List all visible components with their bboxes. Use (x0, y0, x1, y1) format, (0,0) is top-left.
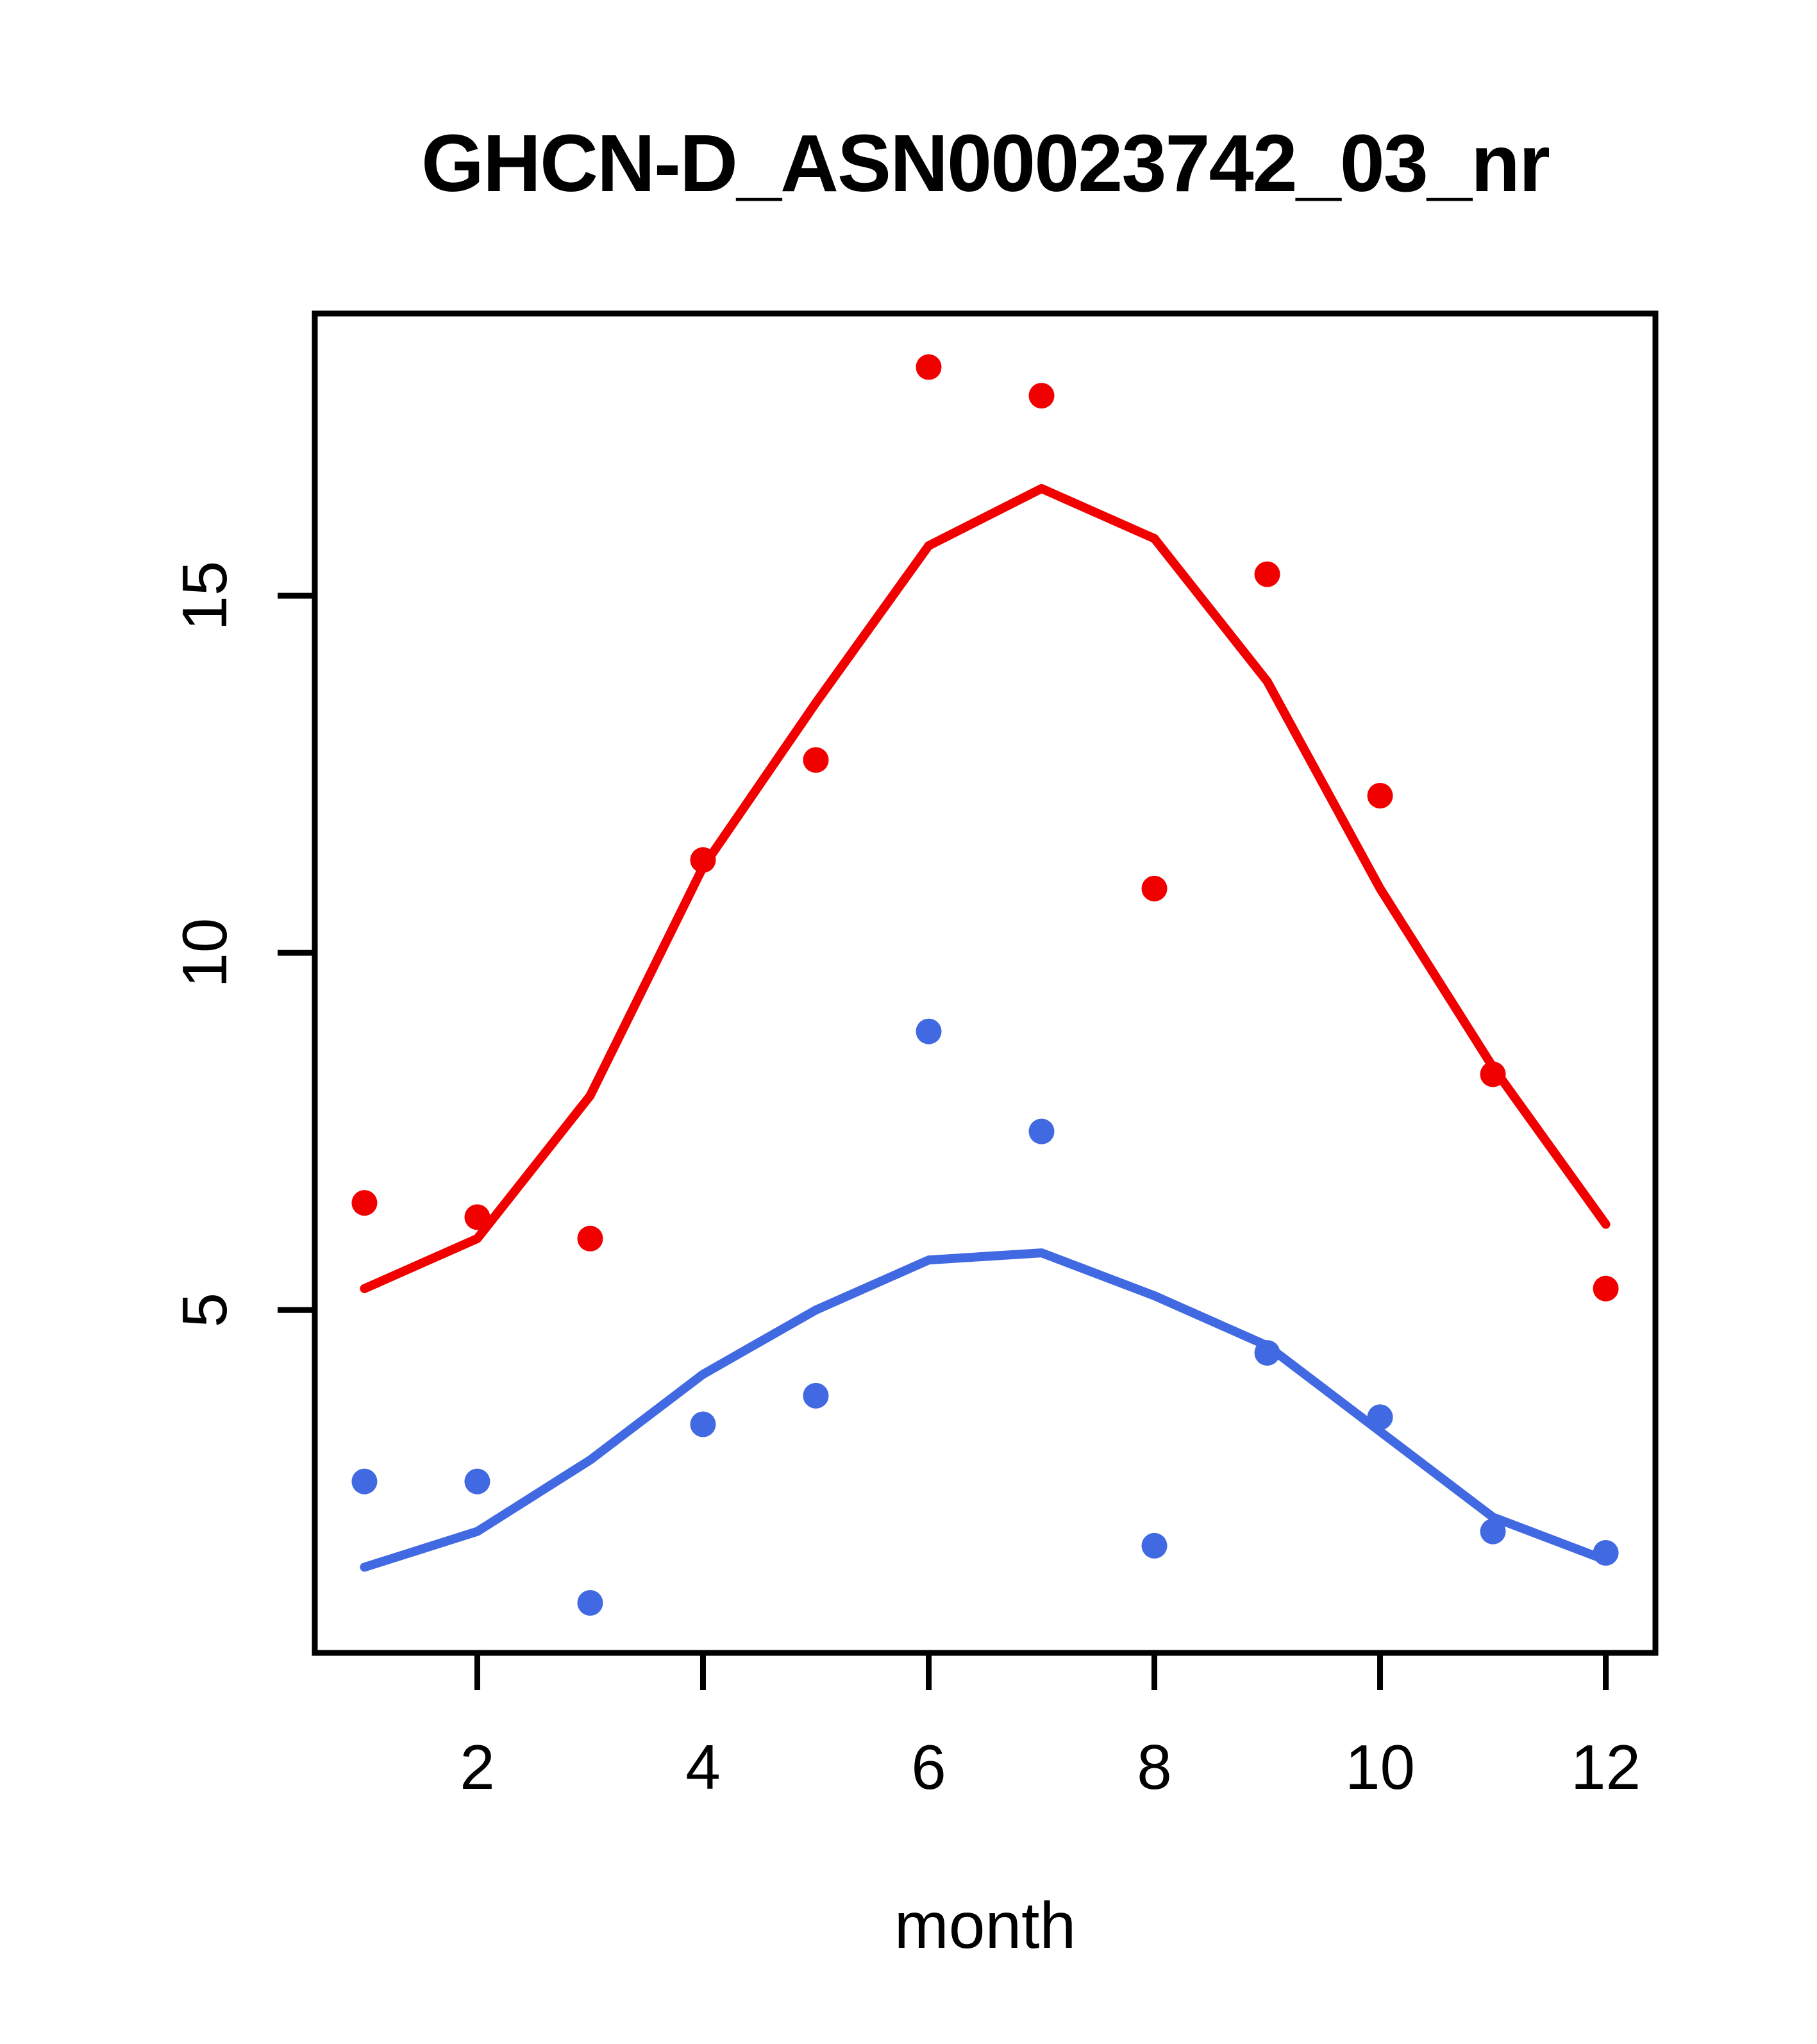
max-temperature-point (577, 1225, 603, 1252)
x-axis-tick-label: 6 (911, 1732, 946, 1802)
min-temperature-point (464, 1468, 490, 1495)
min-temperature-point (1593, 1540, 1619, 1566)
min-temperature-point (1480, 1518, 1506, 1545)
y-axis-tick-label: 15 (169, 561, 240, 631)
min-temperature-point (916, 1018, 942, 1044)
y-axis-tick-label: 5 (169, 1293, 240, 1328)
max-temperature-point (690, 847, 716, 873)
plot-box (312, 310, 1659, 1656)
page-title: GHCN-D_ASN00023742_03_nr (421, 118, 1550, 208)
min-temperature-point (690, 1411, 716, 1437)
min-temperature-point (1367, 1404, 1393, 1430)
x-axis-tick-label: 2 (460, 1732, 495, 1802)
max-temperature-point (1141, 875, 1168, 901)
x-axis-label: month (894, 1889, 1076, 1962)
min-temperature-fit-line (360, 1248, 1611, 1572)
max-temperature-point (1254, 561, 1280, 587)
x-axis-tick-label: 10 (1345, 1732, 1415, 1802)
max-temperature-point (916, 354, 942, 380)
y-axis-tick-label: 10 (169, 918, 240, 988)
min-temperature-point (1254, 1340, 1280, 1366)
x-axis-tick-label: 4 (685, 1732, 721, 1802)
min-temperature-point (1141, 1532, 1168, 1559)
max-temperature-point (464, 1204, 490, 1230)
max-temperature-point (1480, 1061, 1506, 1087)
min-temperature-point (351, 1468, 378, 1495)
min-temperature-point (1028, 1118, 1055, 1144)
max-temperature-point (1028, 383, 1055, 409)
min-temperature-point (577, 1590, 603, 1616)
max-temperature-point (351, 1190, 378, 1216)
max-temperature-point (803, 747, 829, 773)
x-axis-tick-label: 12 (1571, 1732, 1641, 1802)
max-temperature-point (1593, 1275, 1619, 1302)
max-temperature-fit-line (360, 483, 1611, 1293)
x-axis-tick-label: 8 (1137, 1732, 1172, 1802)
max-temperature-point (1367, 783, 1393, 809)
min-temperature-point (803, 1382, 829, 1409)
